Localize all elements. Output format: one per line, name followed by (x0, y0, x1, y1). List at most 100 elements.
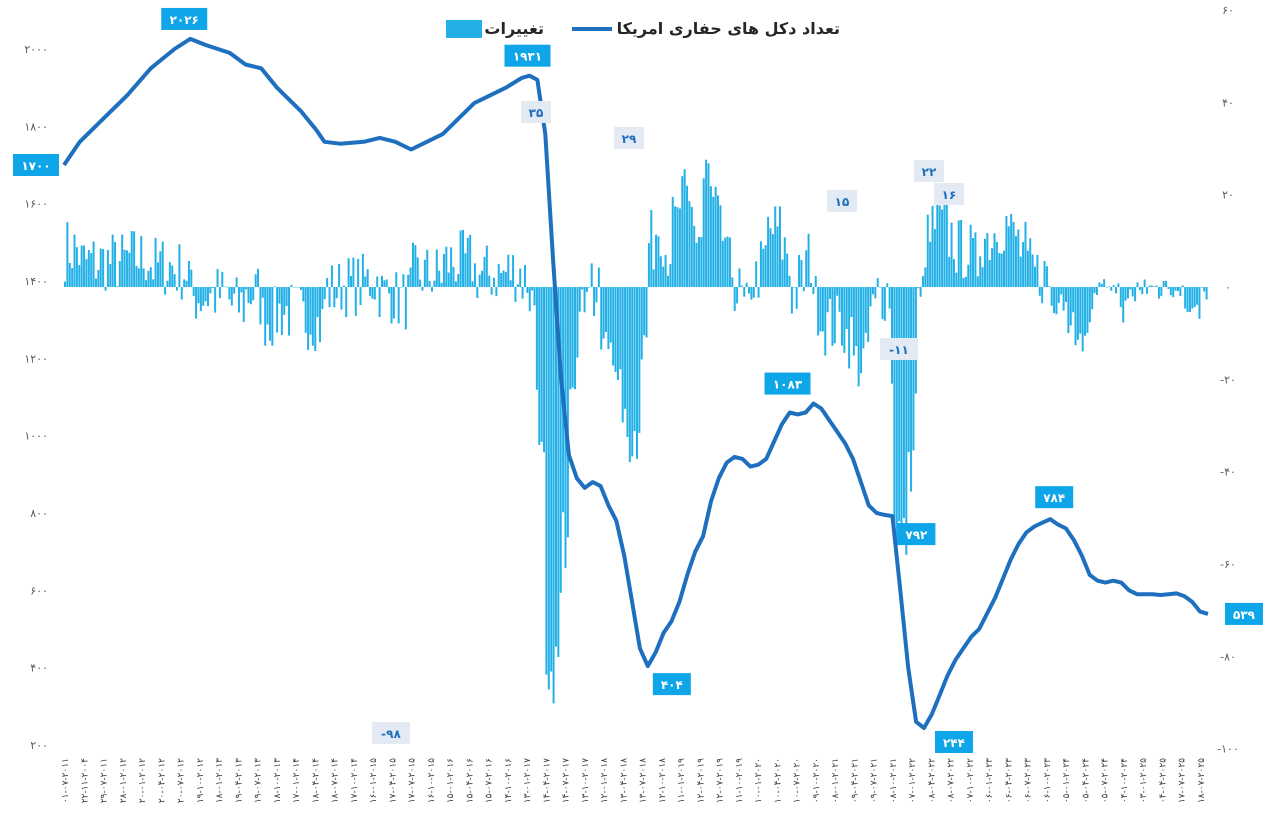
change-bar (454, 281, 457, 287)
x-tick-label: ۱۹-۱۰-۲۰۱۲ (196, 758, 206, 803)
change-bar (1136, 282, 1139, 287)
change-bar (228, 287, 231, 300)
change-bar (1084, 287, 1087, 336)
change-bar (602, 287, 605, 339)
x-tick-label: ۱۳-۰۱-۲۰۱۷ (523, 758, 533, 803)
change-bar (1112, 285, 1115, 287)
change-bar (133, 231, 136, 287)
bar-data-label: -۹۸ (381, 727, 401, 741)
change-bar (435, 249, 438, 287)
change-bar (1105, 287, 1108, 288)
change-bar (833, 287, 836, 344)
change-bar (786, 253, 789, 287)
line-label-box (504, 44, 551, 67)
change-bar (152, 279, 155, 287)
change-bar (433, 280, 436, 287)
change-bar (323, 287, 326, 300)
change-bar (114, 242, 117, 287)
change-bar (130, 231, 133, 287)
change-bar (128, 252, 131, 287)
change-bar (159, 251, 162, 287)
change-bar (450, 247, 453, 287)
change-bar (90, 253, 93, 287)
change-bar (995, 241, 998, 287)
change-bar (235, 277, 238, 287)
change-bar (981, 267, 984, 287)
left-tick-label: ۱۰۰۰ (24, 430, 48, 443)
x-tick-label: ۱۸-۰۴-۲۰۱۴ (311, 758, 321, 803)
change-bar (666, 275, 669, 287)
change-bar (476, 287, 479, 299)
change-bar (145, 280, 148, 287)
change-bar (523, 265, 526, 287)
change-bar (1045, 266, 1048, 287)
change-bar (462, 229, 464, 287)
change-bar (85, 259, 88, 287)
x-tick-label: ۱۲-۱۰-۲۰۱۸ (658, 758, 668, 803)
change-bar (931, 205, 934, 287)
left-tick-label: ۸۰۰ (30, 507, 48, 520)
change-bar (395, 272, 398, 287)
change-bar (276, 287, 279, 333)
change-bar (1148, 285, 1151, 287)
change-bar (593, 287, 596, 317)
change-bar (912, 287, 915, 451)
change-bar (195, 287, 198, 319)
change-bar (400, 287, 403, 288)
change-bar (640, 287, 643, 360)
change-bar (929, 241, 932, 287)
change-bar (771, 234, 774, 287)
change-bar (233, 287, 236, 294)
change-bar (707, 163, 710, 287)
change-bar (614, 287, 617, 372)
change-bar (302, 287, 305, 302)
change-bar (1069, 287, 1072, 326)
change-bar (176, 287, 178, 291)
change-bar (726, 236, 729, 287)
change-bar (292, 287, 295, 288)
change-bar (493, 277, 495, 287)
x-tick-label: ۰۸-۰۴-۲۰۲۲ (927, 758, 937, 803)
change-bar (347, 258, 350, 287)
change-bar (647, 243, 650, 287)
change-bar (1172, 287, 1175, 298)
change-bar (94, 278, 97, 287)
change-bar (1179, 287, 1182, 296)
x-tick-label: ۲۰-۰۱-۲۰۱۲ (138, 758, 148, 803)
change-bar (871, 287, 874, 295)
change-bar (957, 220, 960, 287)
x-tick-label: ۰۶-۰۴-۲۰۲۳ (1004, 758, 1014, 803)
change-bar (743, 287, 746, 297)
change-bar (633, 287, 636, 431)
change-bar (795, 287, 798, 309)
change-bar (807, 233, 810, 287)
change-bar (223, 286, 226, 288)
change-bar (631, 287, 634, 457)
change-bar (304, 287, 307, 333)
bar-data-label: ۲۲ (922, 165, 937, 179)
change-bar (788, 275, 791, 287)
x-tick-label: ۲۹-۰۷-۲۰۱۱ (100, 758, 110, 803)
line-data-label: ۴۰۴ (661, 678, 683, 692)
change-bar (881, 287, 884, 320)
change-bar (864, 287, 867, 333)
x-tick-label: ۱۴-۰۴-۲۰۱۷ (542, 758, 552, 803)
change-bar (802, 287, 805, 292)
line-data-label: ۷۸۴ (1043, 491, 1065, 505)
change-bar (285, 287, 288, 307)
change-bar (783, 237, 786, 287)
change-bar (719, 205, 722, 287)
change-bar (388, 287, 391, 294)
change-bar (1119, 287, 1122, 307)
change-bar (578, 287, 581, 312)
change-bar (1160, 287, 1163, 296)
change-bar (762, 248, 765, 287)
change-bar (681, 176, 684, 287)
x-tick-label: ۰۹-۱۰-۲۰۲۰ (812, 758, 822, 803)
x-tick-label: ۱۳-۰۴-۲۰۱۸ (619, 758, 629, 803)
x-tick-label: ۰۵-۰۱-۲۰۲۴ (1062, 758, 1072, 803)
change-bar (135, 265, 138, 287)
change-bar (185, 280, 188, 287)
change-bar (664, 254, 667, 287)
x-tick-label: ۱۳-۰۷-۲۰۱۸ (639, 758, 649, 803)
